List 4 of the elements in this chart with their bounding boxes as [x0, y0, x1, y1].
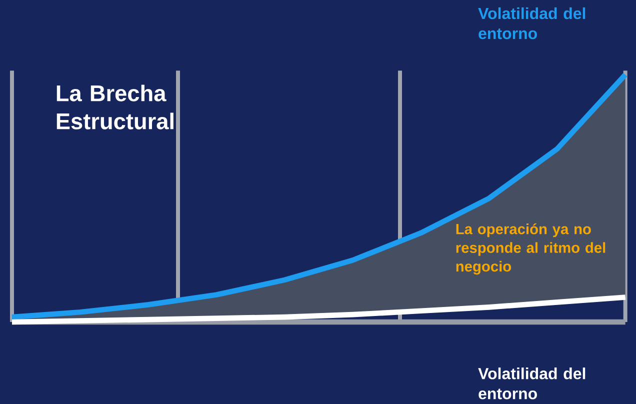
x-axis-title: Volatilidad del entorno	[478, 368, 586, 400]
text: Volatilidad del entorno	[478, 7, 586, 40]
annotation: La operación ya no responde al ritmo del negocio	[456, 223, 606, 275]
text: La Brecha Estructural	[56, 84, 174, 130]
